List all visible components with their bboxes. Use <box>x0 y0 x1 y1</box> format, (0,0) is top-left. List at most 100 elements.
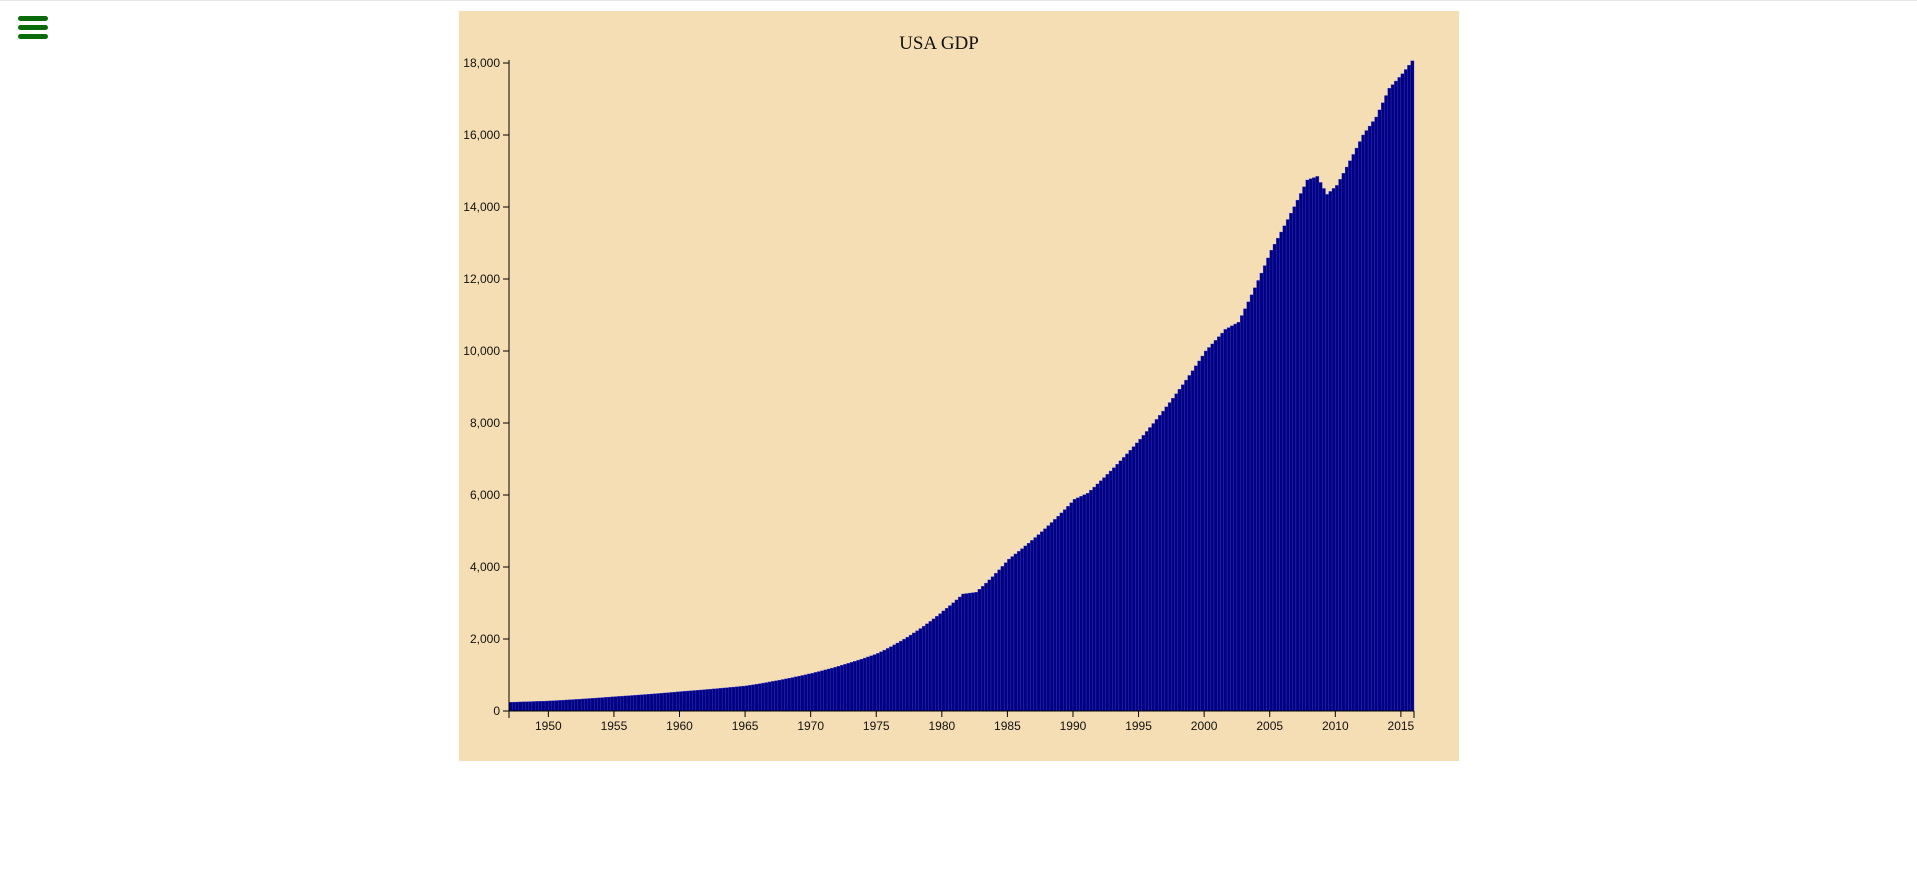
bar <box>564 699 569 712</box>
menu-bar-bottom <box>18 34 48 39</box>
bar <box>803 674 808 712</box>
bar <box>558 700 562 712</box>
bar <box>1171 398 1175 712</box>
bar <box>1315 176 1320 712</box>
bar <box>954 599 959 712</box>
bar <box>682 691 687 712</box>
bar <box>1344 166 1349 712</box>
bar <box>580 698 585 712</box>
bar <box>846 663 851 712</box>
bar <box>1253 287 1257 712</box>
bar <box>1036 534 1041 712</box>
bar <box>964 593 969 712</box>
bar <box>702 689 706 712</box>
bar <box>1033 537 1038 712</box>
bar <box>1085 493 1090 712</box>
bar <box>1289 212 1293 712</box>
bar <box>725 687 729 712</box>
bar <box>594 697 598 712</box>
bar <box>1292 206 1297 712</box>
bar <box>512 701 516 712</box>
bar <box>1013 553 1018 712</box>
bar <box>833 667 838 712</box>
bar <box>813 672 818 712</box>
bar <box>518 701 523 712</box>
bar <box>1364 130 1369 712</box>
bar <box>1328 191 1333 712</box>
bar <box>931 618 936 712</box>
x-tick-label: 2010 <box>1322 719 1349 733</box>
bar <box>780 679 785 712</box>
bar <box>1112 467 1116 712</box>
bar <box>928 621 933 712</box>
bar <box>699 689 703 712</box>
bar <box>994 573 998 712</box>
bar <box>889 646 893 712</box>
bar <box>1125 453 1129 712</box>
bar <box>1331 188 1336 712</box>
chart-title: USA GDP <box>899 33 979 54</box>
bar <box>1197 360 1202 712</box>
hamburger-menu-icon[interactable] <box>16 14 50 44</box>
bar <box>1069 502 1074 712</box>
bar <box>1325 194 1329 712</box>
bar <box>869 655 874 712</box>
bar <box>649 693 654 712</box>
bar <box>1285 219 1290 712</box>
bar <box>1154 419 1159 712</box>
bar <box>525 701 529 712</box>
bar <box>1108 470 1113 712</box>
bar <box>836 666 841 712</box>
bar <box>1118 460 1123 712</box>
bar <box>856 660 861 712</box>
bar <box>997 569 1002 712</box>
x-tick-label: 1990 <box>1060 719 1087 733</box>
bar <box>669 692 674 712</box>
x-tick-label: 1960 <box>666 719 693 733</box>
bar <box>958 596 962 712</box>
bar <box>967 592 972 712</box>
y-tick-label: 8,000 <box>470 416 500 430</box>
bar <box>538 701 542 712</box>
bar <box>528 701 533 712</box>
bar <box>1066 506 1070 712</box>
bar <box>1030 540 1034 712</box>
bar <box>567 699 572 712</box>
bar <box>597 697 601 712</box>
bar <box>692 690 697 712</box>
bar <box>643 694 647 712</box>
menu-bar-top <box>18 16 48 21</box>
bar <box>1279 231 1284 712</box>
bar <box>1371 121 1375 712</box>
bar <box>620 695 624 712</box>
bar <box>1240 315 1244 712</box>
bar <box>810 673 815 712</box>
bar <box>1220 332 1224 712</box>
bar <box>1374 116 1379 712</box>
bar <box>849 662 854 712</box>
bar <box>607 696 611 712</box>
bar <box>1210 343 1215 712</box>
bar <box>951 602 956 712</box>
bar <box>1348 160 1352 712</box>
bar <box>1072 499 1077 712</box>
bar <box>1062 509 1067 712</box>
gdp-bar-chart: USA GDP 0 2,000 4,000 6,000 8,000 10,000 12,00… <box>463 33 1414 733</box>
bar <box>541 700 546 712</box>
bar <box>784 678 788 712</box>
bar <box>548 700 552 712</box>
bar <box>584 698 588 712</box>
bar <box>859 658 864 712</box>
y-tick-label: 2,000 <box>470 632 500 646</box>
bar <box>977 589 982 712</box>
bar <box>866 656 870 712</box>
bar <box>1400 73 1405 712</box>
bar <box>1099 480 1103 712</box>
bar <box>1141 435 1146 712</box>
bar <box>748 685 752 712</box>
bar <box>797 675 802 712</box>
bar <box>1023 545 1028 712</box>
bar <box>705 689 710 712</box>
bar <box>1302 186 1306 712</box>
bar <box>1381 102 1385 712</box>
